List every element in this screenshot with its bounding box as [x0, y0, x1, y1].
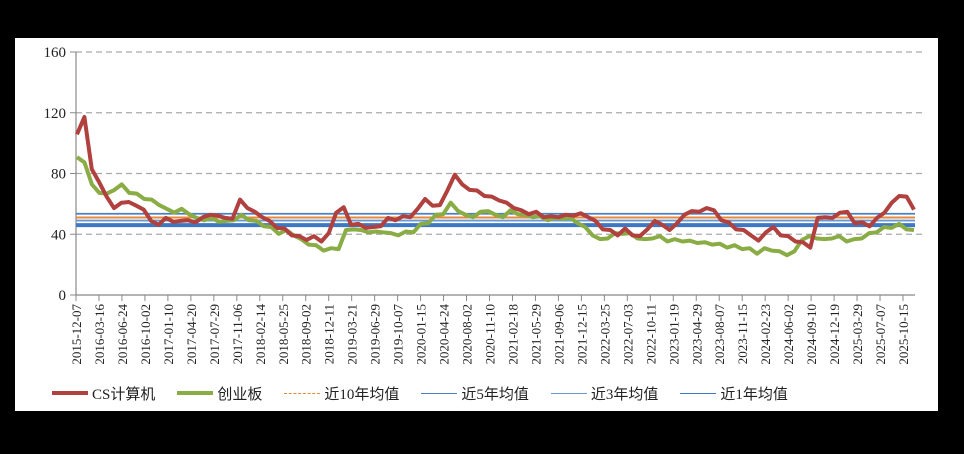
legend-item-5y-avg: 近5年均值	[421, 383, 529, 404]
x-tick-label: 2020-01-15	[414, 304, 429, 365]
x-tick-label: 2017-07-29	[207, 304, 222, 365]
x-tick-label: 2021-12-15	[574, 304, 589, 365]
x-tick-label: 2024-12-19	[827, 304, 842, 365]
x-tick-label: 2025-10-15	[896, 304, 911, 365]
x-tick-label: 2023-04-29	[689, 304, 704, 365]
x-tick-label: 2022-10-11	[643, 304, 658, 364]
legend-label: CS计算机	[92, 386, 156, 403]
x-tick-label: 2025-03-29	[850, 304, 865, 365]
x-tick-label: 2020-04-24	[437, 304, 452, 365]
legend-label: 近1年均值	[720, 386, 788, 403]
x-tick-label: 2019-10-07	[391, 304, 406, 365]
legend-swatch-orange-dashed	[284, 392, 321, 394]
y-tick-label: 0	[59, 288, 67, 304]
x-tick-label: 2019-06-29	[368, 304, 383, 365]
axes	[70, 51, 915, 301]
data-series	[75, 115, 916, 258]
x-tick-label: 2016-03-16	[92, 304, 107, 365]
x-tick-label: 2024-09-10	[804, 304, 819, 365]
x-tick-label: 2018-12-11	[322, 304, 337, 364]
legend-label: 近10年均值	[324, 386, 400, 403]
legend-label: 近3年均值	[590, 386, 659, 403]
y-tick-label: 40	[51, 227, 66, 243]
x-tick-label: 2016-10-02	[138, 304, 153, 365]
x-axis-labels: 2015-12-07 2016-03-16 2016-06-24 2016-10-02…	[69, 304, 911, 365]
x-tick-label: 2018-09-02	[299, 304, 314, 365]
gridlines	[76, 51, 925, 235]
legend-item-10y-avg: 近10年均值	[284, 383, 399, 404]
legend-swatch-blue-line	[680, 392, 717, 394]
y-axis-labels: 0 40 80 120 160	[44, 45, 67, 304]
legend: CS计算机 创业板 近10年均值 近5年均值 近3年均值 近1年均值	[52, 382, 810, 404]
x-tick-label: 2024-02-23	[758, 304, 773, 365]
y-tick-label: 80	[51, 167, 66, 183]
x-tick-label: 2022-07-03	[620, 304, 635, 365]
x-tick-label: 2022-03-25	[597, 304, 612, 365]
series-chinext-line	[75, 155, 915, 258]
x-tick-label: 2020-11-10	[483, 304, 498, 364]
legend-label: 近5年均值	[461, 386, 529, 403]
x-tick-label: 2017-01-10	[161, 304, 176, 365]
x-tick-label: 2021-09-06	[551, 304, 566, 365]
chart-frame: 2015-12-07 2016-03-16 2016-06-24 2016-10-02…	[15, 38, 938, 411]
x-tick-label: 2017-04-20	[184, 304, 199, 365]
x-tick-label: 2024-06-02	[781, 304, 796, 365]
x-tick-label: 2023-08-07	[712, 304, 727, 365]
x-tick-label: 2021-05-29	[528, 304, 543, 365]
x-tick-label: 2025-07-07	[873, 304, 888, 365]
x-tick-label: 2019-03-21	[345, 304, 360, 365]
x-tick-label: 2021-02-18	[505, 304, 520, 365]
x-tick-label: 2018-05-25	[276, 304, 291, 365]
x-tick-label: 2016-06-24	[115, 304, 130, 365]
legend-item-1y-avg: 近1年均值	[680, 383, 788, 404]
x-tick-label: 2018-02-14	[253, 304, 268, 365]
x-tick-label: 2015-12-07	[69, 304, 84, 365]
legend-swatch-red-line	[52, 391, 88, 395]
x-tick-label: 2020-08-02	[460, 304, 475, 365]
legend-swatch-blue-line	[421, 392, 458, 394]
legend-item-chinext: 创业板	[177, 383, 262, 404]
legend-swatch-green-line	[177, 391, 214, 395]
y-tick-label: 160	[44, 45, 67, 61]
line-chart: 2015-12-07 2016-03-16 2016-06-24 2016-10-02…	[44, 45, 925, 365]
x-tick-label: 2023-01-19	[666, 304, 681, 365]
y-tick-label: 120	[44, 106, 67, 122]
x-tick-label: 2023-11-15	[735, 304, 750, 364]
legend-label: 创业板	[217, 386, 263, 403]
x-tick-label: 2017-11-06	[230, 304, 245, 365]
legend-swatch-blue-line	[550, 392, 587, 394]
legend-item-3y-avg: 近3年均值	[550, 383, 659, 404]
legend-item-cs-computer: CS计算机	[52, 383, 155, 404]
series-cs-computer-line	[75, 115, 916, 250]
